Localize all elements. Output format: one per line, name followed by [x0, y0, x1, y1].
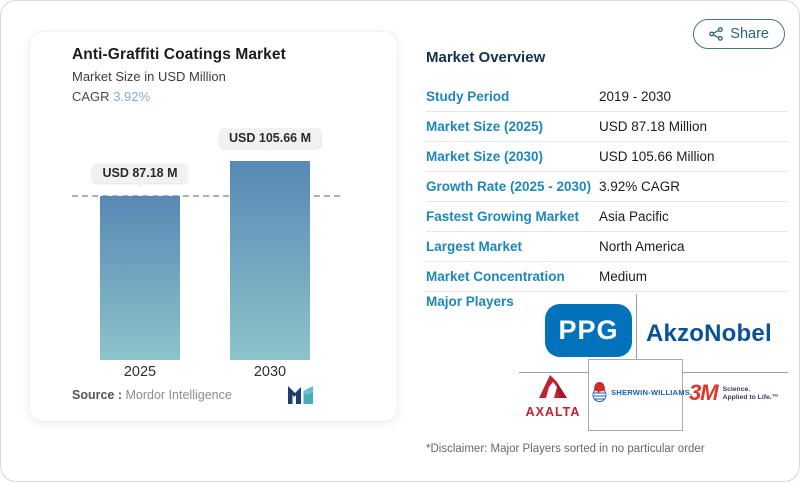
row-value: North America	[599, 239, 685, 254]
mordor-intelligence-logo	[288, 386, 313, 404]
logo-grid-horizontal-divider	[519, 372, 588, 373]
chart-title: Anti-Graffiti Coatings Market	[72, 46, 286, 63]
bar-label-2025: USD 87.18 M	[92, 163, 188, 183]
share-icon	[709, 27, 724, 41]
sherwin-williams-logo: SHERWIN-WILLIAMS.	[592, 381, 692, 403]
axalta-logo: AXALTA	[522, 373, 584, 419]
row-label: Market Size (2025)	[426, 119, 544, 134]
row-value: 3.92% CAGR	[599, 179, 681, 194]
table-row: Market Size (2030) USD 105.66 Million	[426, 142, 788, 172]
table-row: Fastest Growing Market Asia Pacific	[426, 202, 788, 232]
source-label: Source :	[72, 388, 123, 402]
3m-tagline: Science. Applied to Life.™	[722, 386, 779, 401]
row-value: Asia Pacific	[599, 209, 669, 224]
major-players-label: Major Players	[426, 294, 514, 309]
3m-logo: 3M Science. Applied to Life.™	[689, 380, 779, 405]
disclaimer-text: *Disclaimer: Major Players sorted in no …	[426, 443, 705, 455]
chart-source: Source : Mordor Intelligence	[72, 388, 232, 402]
axalta-wordmark: AXALTA	[525, 405, 581, 419]
table-row: Growth Rate (2025 - 2030) 3.92% CAGR	[426, 172, 788, 202]
bar-label-2030: USD 105.66 M	[219, 128, 321, 148]
row-value: 2019 - 2030	[599, 89, 672, 104]
bar-2030	[230, 161, 310, 360]
row-value: USD 87.18 Million	[599, 119, 708, 134]
table-row: Market Size (2025) USD 87.18 Million	[426, 112, 788, 142]
row-label: Fastest Growing Market	[426, 209, 580, 224]
cagr-value: 3.92%	[113, 89, 151, 104]
row-label: Largest Market	[426, 239, 523, 254]
x-axis-label-2025: 2025	[123, 364, 157, 380]
chart-cagr: CAGR 3.92%	[72, 89, 150, 104]
overview-table: Study Period 2019 - 2030 Market Size (20…	[426, 82, 788, 292]
table-row: Largest Market North America	[426, 232, 788, 262]
overview-title: Market Overview	[426, 49, 546, 66]
x-axis-label-2030: 2030	[253, 364, 287, 380]
akzonobel-logo: AkzoNobel	[646, 320, 772, 347]
row-label: Study Period	[426, 89, 510, 104]
source-name: Mordor Intelligence	[125, 388, 232, 402]
cagr-label: CAGR	[72, 89, 110, 104]
bar-2025	[100, 196, 180, 360]
axalta-logo-mark	[539, 375, 567, 398]
row-label: Market Size (2030)	[426, 149, 544, 164]
ppg-logo: PPG	[545, 304, 632, 357]
row-label: Market Concentration	[426, 269, 565, 284]
table-row: Study Period 2019 - 2030	[426, 82, 788, 112]
ppg-wordmark: PPG	[558, 315, 619, 345]
share-button[interactable]: Share	[693, 19, 785, 49]
chart-subtitle: Market Size in USD Million	[72, 69, 226, 84]
reference-dashed-line	[72, 195, 340, 197]
sherwin-williams-wordmark: SHERWIN-WILLIAMS.	[611, 387, 693, 397]
3m-wordmark: 3M	[689, 380, 719, 405]
logo-grid-vertical-divider	[636, 294, 637, 359]
chart-card: Anti-Graffiti Coatings Market Market Siz…	[29, 31, 398, 422]
row-value: USD 105.66 Million	[599, 149, 715, 164]
sherwin-williams-logo-mark	[592, 382, 607, 402]
share-label: Share	[730, 26, 769, 42]
logo-grid-horizontal-divider	[683, 372, 788, 373]
table-row: Market Concentration Medium	[426, 262, 788, 292]
row-label: Growth Rate (2025 - 2030)	[426, 179, 592, 194]
row-value: Medium	[599, 269, 648, 284]
